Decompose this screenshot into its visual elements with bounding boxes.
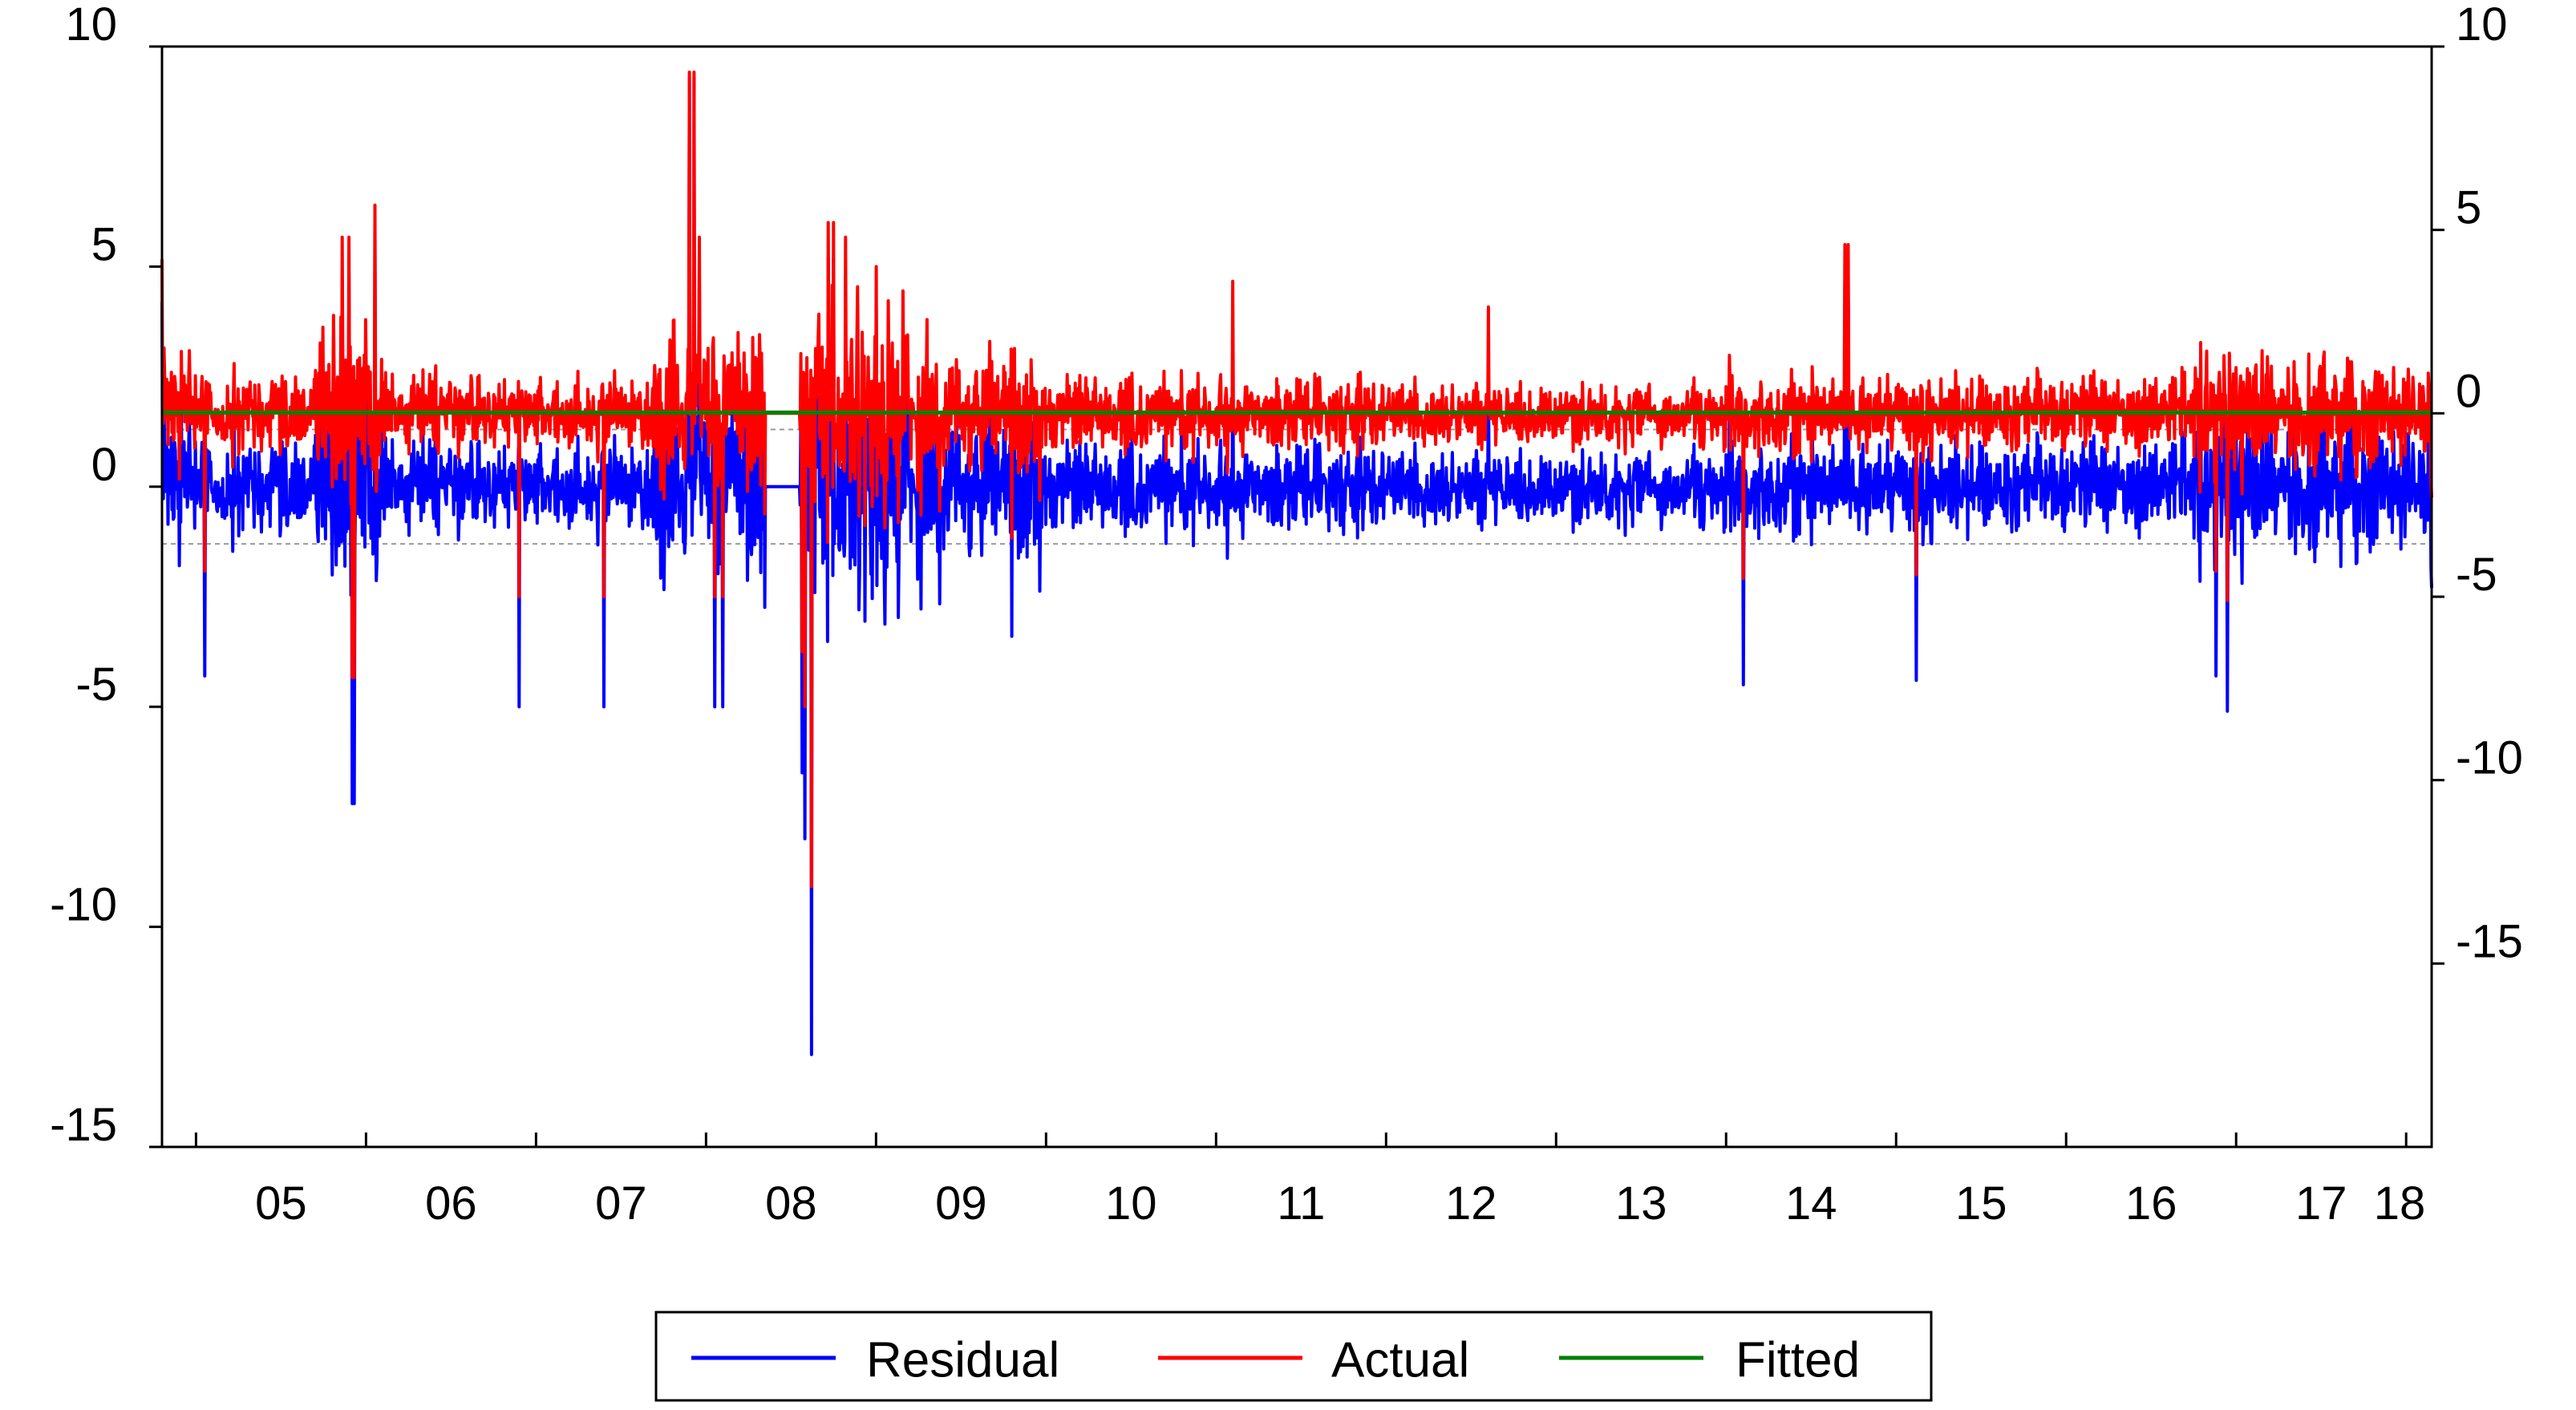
series-layer — [160, 71, 2433, 1056]
left-y-axis: 10 5 0 -5 -10 -15 — [50, 0, 162, 1151]
series-actual-line — [160, 71, 2433, 889]
x-tick-label: 18 — [2374, 1177, 2426, 1230]
series-residual-line — [160, 75, 2433, 1056]
x-tick-label: 15 — [1955, 1177, 2007, 1230]
x-tick-label: 14 — [1785, 1177, 1837, 1230]
left-tick-label: 10 — [65, 0, 117, 51]
right-tick-label: -10 — [2456, 732, 2523, 784]
x-tick-label: 12 — [1445, 1177, 1497, 1230]
left-tick-label: 5 — [91, 218, 117, 270]
x-tick-label: 16 — [2125, 1177, 2177, 1230]
x-tick-label: 10 — [1105, 1177, 1157, 1230]
x-tick-label: 17 — [2295, 1177, 2347, 1230]
legend: Residual Actual Fitted — [654, 1311, 1933, 1402]
x-tick-label: 13 — [1615, 1177, 1667, 1230]
right-tick-label: 0 — [2456, 365, 2481, 417]
right-tick-label: 10 — [2456, 0, 2508, 51]
x-tick-label: 11 — [1277, 1177, 1325, 1230]
left-tick-label: -5 — [75, 658, 117, 711]
right-tick-label: -5 — [2456, 549, 2497, 601]
x-axis: 05 06 07 08 09 10 11 12 13 14 15 16 17 18 — [194, 1132, 2426, 1230]
legend-label-fitted: Fitted — [1736, 1332, 1860, 1388]
x-tick-label: 08 — [765, 1177, 817, 1230]
legend-label-residual: Residual — [866, 1332, 1059, 1388]
left-tick-label: -15 — [50, 1099, 117, 1151]
x-tick-label: 09 — [935, 1177, 987, 1230]
x-tick-label: 05 — [255, 1177, 307, 1230]
x-tick-label: 07 — [595, 1177, 647, 1230]
legend-label-actual: Actual — [1331, 1332, 1469, 1388]
left-tick-label: -10 — [50, 879, 117, 931]
right-tick-label: 5 — [2456, 182, 2481, 234]
right-tick-label: -15 — [2456, 915, 2523, 967]
x-tick-label: 06 — [425, 1177, 477, 1230]
left-tick-label: 0 — [91, 439, 117, 491]
right-y-axis: 10 5 0 -5 -10 -15 — [2432, 0, 2523, 967]
